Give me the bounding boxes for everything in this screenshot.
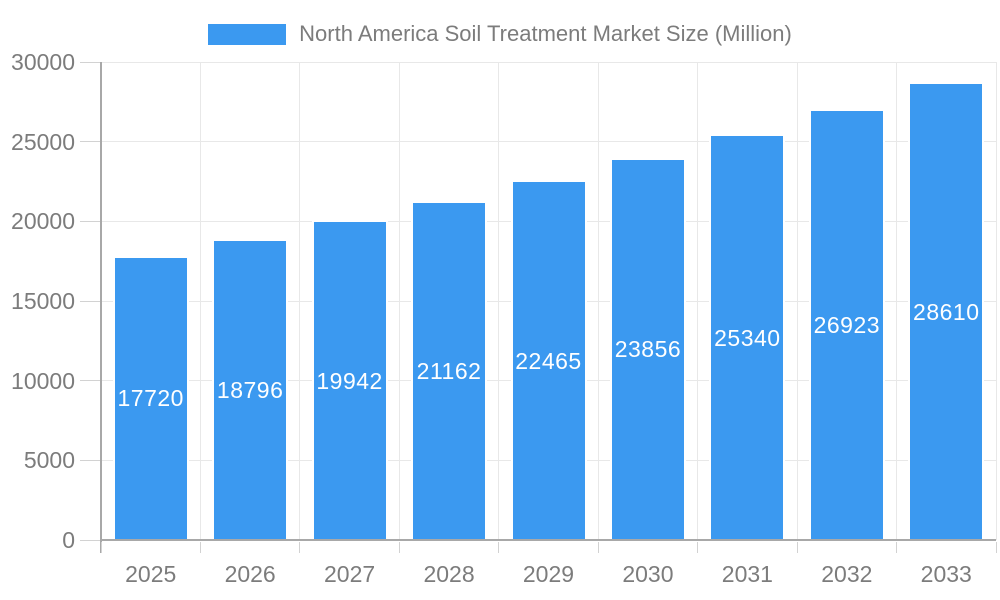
v-gridline (199, 62, 201, 540)
x-tick-label: 2032 (821, 561, 873, 587)
y-tick-mark (80, 141, 100, 143)
y-tick-mark (80, 380, 100, 382)
y-tick-mark (80, 61, 100, 63)
x-tick-mark (896, 542, 898, 553)
legend[interactable]: North America Soil Treatment Market Size… (0, 20, 1000, 48)
x-tick-mark (995, 542, 997, 553)
bar-2032[interactable]: 26923 (810, 111, 883, 540)
bar-value-label: 23856 (614, 336, 682, 363)
y-tick-label: 20000 (11, 208, 75, 235)
x-tick-label: 2025 (125, 561, 177, 587)
bar-2026[interactable]: 18796 (214, 240, 287, 540)
x-tick-mark (796, 542, 798, 553)
y-tick-label: 15000 (11, 288, 75, 314)
plot-area: 17720 18796 19942 21162 22465 23856 25340 26923… (11, 49, 997, 587)
v-gridline (597, 62, 599, 540)
bar-value-label: 21162 (416, 357, 482, 384)
bar-value-label: 26923 (813, 312, 881, 338)
x-tick-label: 2028 (423, 561, 475, 587)
x-tick-label: 2030 (622, 561, 674, 587)
v-gridline (896, 62, 898, 540)
y-tick-label: 25000 (11, 128, 75, 155)
bar-2030[interactable]: 23856 (611, 159, 684, 540)
x-axis-line (100, 538, 996, 541)
bar-2029[interactable]: 22465 (512, 182, 585, 540)
x-tick-label: 2026 (224, 561, 276, 587)
x-tick-mark (697, 542, 699, 553)
bar-value-label: 19942 (316, 367, 383, 394)
x-tick-label: 2027 (324, 561, 376, 587)
y-tick-mark (80, 459, 100, 461)
h-gridline (101, 141, 996, 143)
bar-value-label: 22465 (515, 347, 582, 374)
bar-2033[interactable]: 28610 (910, 84, 983, 540)
x-tick-mark (299, 542, 301, 553)
v-gridline (498, 62, 500, 540)
x-tick-mark (398, 542, 400, 553)
bar-value-label: 25340 (714, 324, 781, 351)
v-gridline (398, 62, 400, 540)
legend-label: North America Soil Treatment Market Size… (299, 21, 792, 46)
h-gridline (101, 61, 996, 63)
y-tick-label: 10000 (11, 367, 75, 394)
y-tick-mark (80, 220, 100, 222)
v-gridline (697, 62, 699, 540)
y-tick-label: 0 (62, 527, 75, 553)
y-axis-line (100, 62, 102, 553)
x-tick-mark (100, 542, 102, 553)
y-tick-mark (80, 300, 100, 302)
bar-value-label: 18796 (216, 376, 284, 403)
v-gridline (796, 62, 798, 540)
bar-2028[interactable]: 21162 (413, 202, 486, 540)
v-gridline (299, 62, 301, 540)
y-tick-label: 30000 (11, 49, 75, 75)
x-tick-label: 2033 (920, 561, 972, 587)
bar-value-label: 17720 (117, 385, 184, 412)
y-tick-label: 5000 (23, 447, 75, 474)
legend-swatch-icon (208, 23, 287, 45)
bar-2025[interactable]: 17720 (114, 257, 187, 540)
x-tick-label: 2031 (721, 561, 773, 587)
bar-2027[interactable]: 19942 (313, 222, 386, 540)
v-gridline (995, 62, 997, 540)
x-tick-mark (498, 542, 500, 553)
bar-2031[interactable]: 25340 (711, 136, 784, 540)
x-tick-mark (199, 542, 201, 553)
x-tick-mark (597, 542, 599, 553)
bar-value-label: 28610 (913, 298, 980, 325)
x-tick-label: 2029 (522, 561, 575, 587)
y-tick-mark (80, 539, 100, 541)
